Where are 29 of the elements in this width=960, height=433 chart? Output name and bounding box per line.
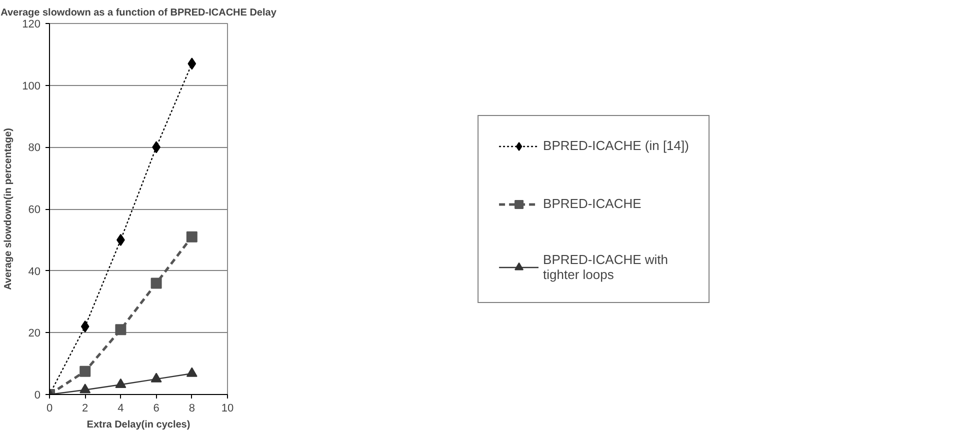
point bbox=[150, 372, 162, 382]
x-tick-label: 8 bbox=[188, 402, 195, 414]
legend-label: BPRED-ICACHE (in [14]) bbox=[543, 138, 689, 153]
y-tick-label: 40 bbox=[28, 266, 41, 278]
x-tick-label: 4 bbox=[118, 402, 124, 414]
x-tick-label: 10 bbox=[221, 402, 234, 414]
point bbox=[80, 384, 91, 394]
x-tick-label: 0 bbox=[46, 402, 53, 414]
y-tick-label: 20 bbox=[28, 328, 41, 340]
y-tick-label: 80 bbox=[28, 142, 41, 154]
point bbox=[80, 366, 91, 377]
point bbox=[186, 231, 198, 242]
point bbox=[115, 324, 126, 336]
x-tick-label: 6 bbox=[153, 402, 160, 414]
x-axis-title: Extra Delay(in cycles) bbox=[86, 420, 190, 430]
chart-title: Average slowdown as a function of BPRED-ICACHE Delay bbox=[0, 8, 277, 18]
x-tick-label: 2 bbox=[82, 402, 88, 414]
point bbox=[150, 278, 162, 289]
y-tick-label: 100 bbox=[22, 80, 41, 92]
y-tick-label: 120 bbox=[22, 18, 41, 30]
point bbox=[80, 320, 90, 332]
point bbox=[115, 378, 126, 388]
y-tick-label: 60 bbox=[28, 204, 41, 216]
y-tick-label: 0 bbox=[34, 390, 41, 402]
point bbox=[188, 58, 196, 70]
point bbox=[186, 367, 198, 377]
y-axis-title: Average slowdown(in percentage) bbox=[3, 128, 14, 290]
legend-label: BPRED-ICACHE with tighter loops bbox=[543, 252, 668, 282]
legend-label: BPRED-ICACHE bbox=[543, 196, 642, 211]
